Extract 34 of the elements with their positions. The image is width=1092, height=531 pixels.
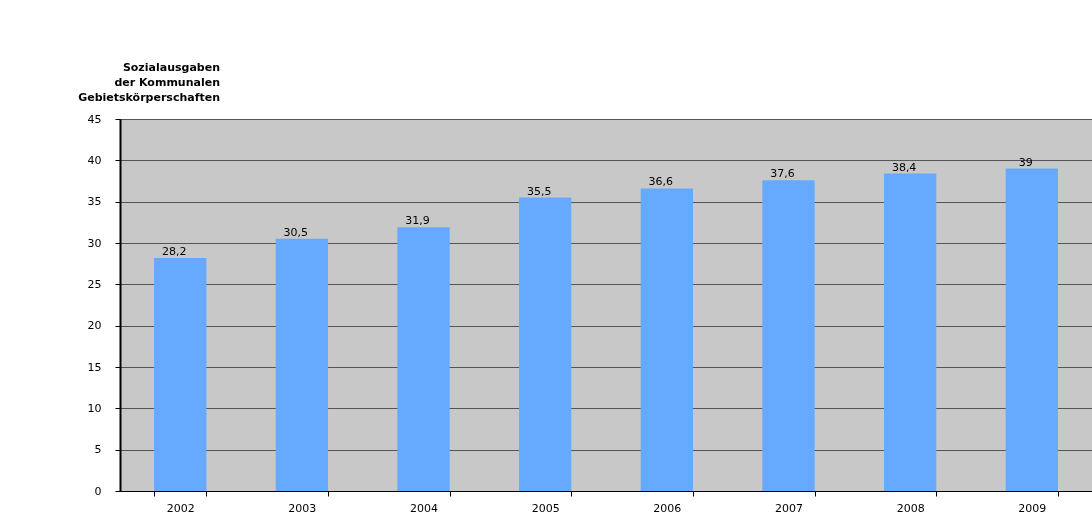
y-tick-label: 20 [87, 319, 102, 333]
x-tick-label: 2008 [896, 501, 925, 515]
x-tick-label: 2006 [653, 501, 682, 515]
bar [397, 227, 450, 491]
x-tick-label: 2007 [774, 501, 803, 515]
y-tick-label: 5 [94, 443, 102, 457]
y-tick-label: 25 [87, 277, 102, 291]
bar [519, 197, 572, 491]
chart-title: Sozialausgaben der Kommunalen Gebietskörperschaften [78, 61, 220, 104]
y-tick-label: 40 [87, 153, 102, 167]
y-tick-label: 0 [94, 484, 102, 498]
bar [1005, 168, 1058, 491]
data-label: 35,5 [526, 184, 552, 198]
y-tick-label: 45 [87, 112, 102, 126]
data-label: 38,4 [891, 160, 917, 174]
bar [883, 173, 937, 491]
x-tick-label: 2005 [531, 501, 560, 515]
data-label: 28,2 [161, 244, 187, 258]
bar [640, 188, 693, 491]
x-tick-label: 2004 [410, 501, 439, 515]
data-label: 31,9 [405, 214, 430, 228]
data-label: 36,6 [648, 175, 674, 189]
bar [762, 180, 815, 491]
x-tick-label: 2002 [166, 501, 195, 515]
y-tick-label: 10 [87, 401, 102, 415]
y-tick-label: 15 [87, 360, 102, 374]
bar [154, 257, 207, 491]
data-label: 30,5 [283, 225, 309, 239]
y-tick-label: 35 [87, 195, 102, 209]
x-tick-label: 2003 [288, 501, 317, 515]
data-label: 37,6 [770, 167, 795, 181]
x-tick-label: 2009 [1018, 501, 1047, 515]
y-tick-label: 30 [87, 236, 102, 250]
bar [275, 238, 329, 491]
